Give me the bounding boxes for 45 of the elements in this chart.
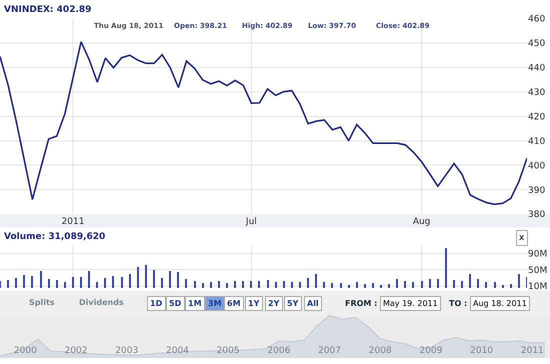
x-tick-label: 2010 (470, 346, 494, 356)
text: 1D (150, 299, 163, 308)
x-tick-label: Jul (244, 217, 257, 228)
y-tick-label: 460 (528, 14, 546, 25)
y-tick-label: 90M (528, 249, 548, 260)
text: FROM : (345, 299, 378, 308)
text: All (307, 299, 319, 308)
text: 1M (188, 299, 202, 308)
text: TO : (449, 299, 468, 308)
x-tick-label: 2004 (166, 346, 190, 356)
y-tick-label: 410 (528, 136, 546, 147)
text: 1Y (248, 299, 260, 308)
x-tick-label: 2011 (62, 217, 84, 228)
x-tick-label: 2005 (216, 346, 240, 356)
text: Splits (29, 298, 55, 307)
x-tick-label: 2006 (267, 346, 291, 356)
y-tick-label: 10M (528, 282, 548, 292)
x-tick-label: 2011 (520, 346, 544, 356)
text: 3M (208, 299, 222, 308)
y-tick-label: 430 (528, 88, 546, 98)
x-tick-label: 2009 (419, 346, 443, 356)
y-tick-label: 420 (528, 112, 546, 122)
y-tick-label: 440 (528, 64, 546, 74)
x-tick-label: 2003 (115, 346, 138, 356)
text: VNINDEX: 402.89 (4, 5, 92, 15)
x-tick-label: 2008 (368, 346, 392, 356)
y-tick-label: 450 (528, 39, 546, 50)
x-tick-label: 2002 (64, 346, 88, 356)
text: Volume: 31,089,620 (4, 232, 106, 242)
text: 5Y (287, 299, 299, 308)
y-tick-label: 50M (528, 266, 548, 276)
y-tick-label: 400 (528, 161, 546, 172)
y-tick-label: 380 (528, 210, 546, 220)
text: 2Y (268, 299, 280, 308)
y-tick-label: 390 (528, 186, 546, 196)
x-tick-label: Aug (412, 217, 430, 228)
line-series (0, 41, 527, 206)
text: 6M (227, 299, 241, 308)
x-tick-label: 2000 (14, 346, 38, 356)
text: Dividends (79, 298, 124, 307)
text: x (519, 233, 525, 243)
text: May 19. 2011 (383, 299, 438, 308)
x-tick-label: 2007 (318, 346, 341, 356)
text: 5D (169, 299, 182, 308)
text: Aug 18. 2011 (473, 299, 527, 308)
